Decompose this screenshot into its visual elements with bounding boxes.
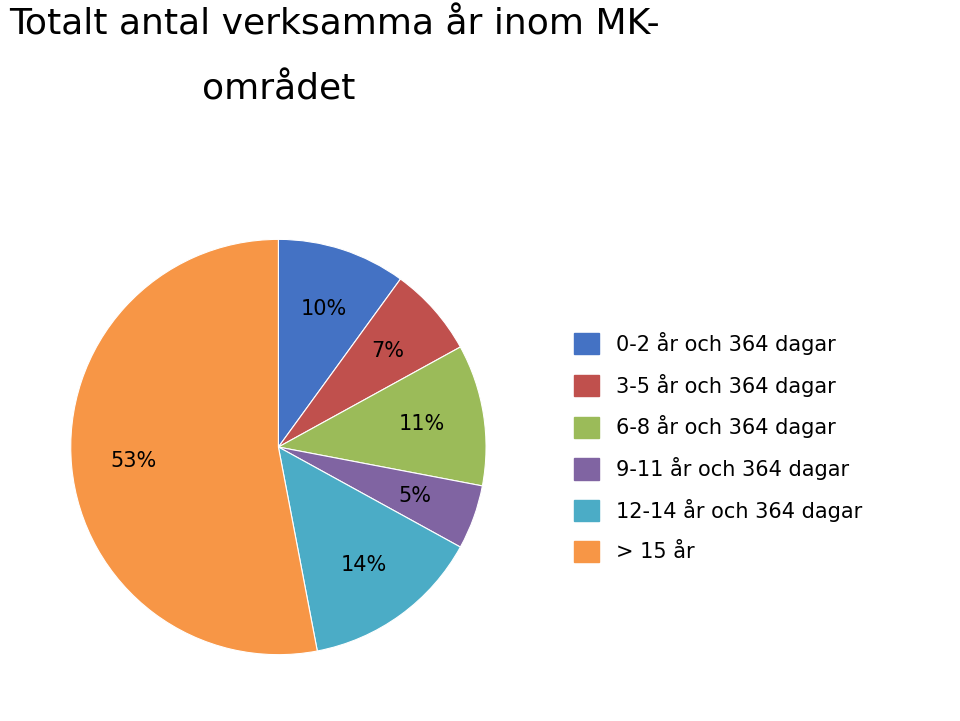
Text: 53%: 53% xyxy=(110,451,156,471)
Text: 14%: 14% xyxy=(341,554,387,575)
Wedge shape xyxy=(71,239,318,655)
Legend: 0-2 år och 364 dagar, 3-5 år och 364 dagar, 6-8 år och 364 dagar, 9-11 år och 36: 0-2 år och 364 dagar, 3-5 år och 364 dag… xyxy=(574,332,862,562)
Text: 7%: 7% xyxy=(371,341,404,361)
Text: 5%: 5% xyxy=(398,486,432,506)
Wedge shape xyxy=(278,447,482,547)
Text: området: området xyxy=(202,72,355,106)
Wedge shape xyxy=(278,447,461,651)
Wedge shape xyxy=(278,239,400,447)
Text: Totalt antal verksamma år inom MK-: Totalt antal verksamma år inom MK- xyxy=(10,7,660,41)
Text: 11%: 11% xyxy=(398,415,445,434)
Wedge shape xyxy=(278,347,486,486)
Text: 10%: 10% xyxy=(300,298,347,319)
Wedge shape xyxy=(278,279,461,447)
